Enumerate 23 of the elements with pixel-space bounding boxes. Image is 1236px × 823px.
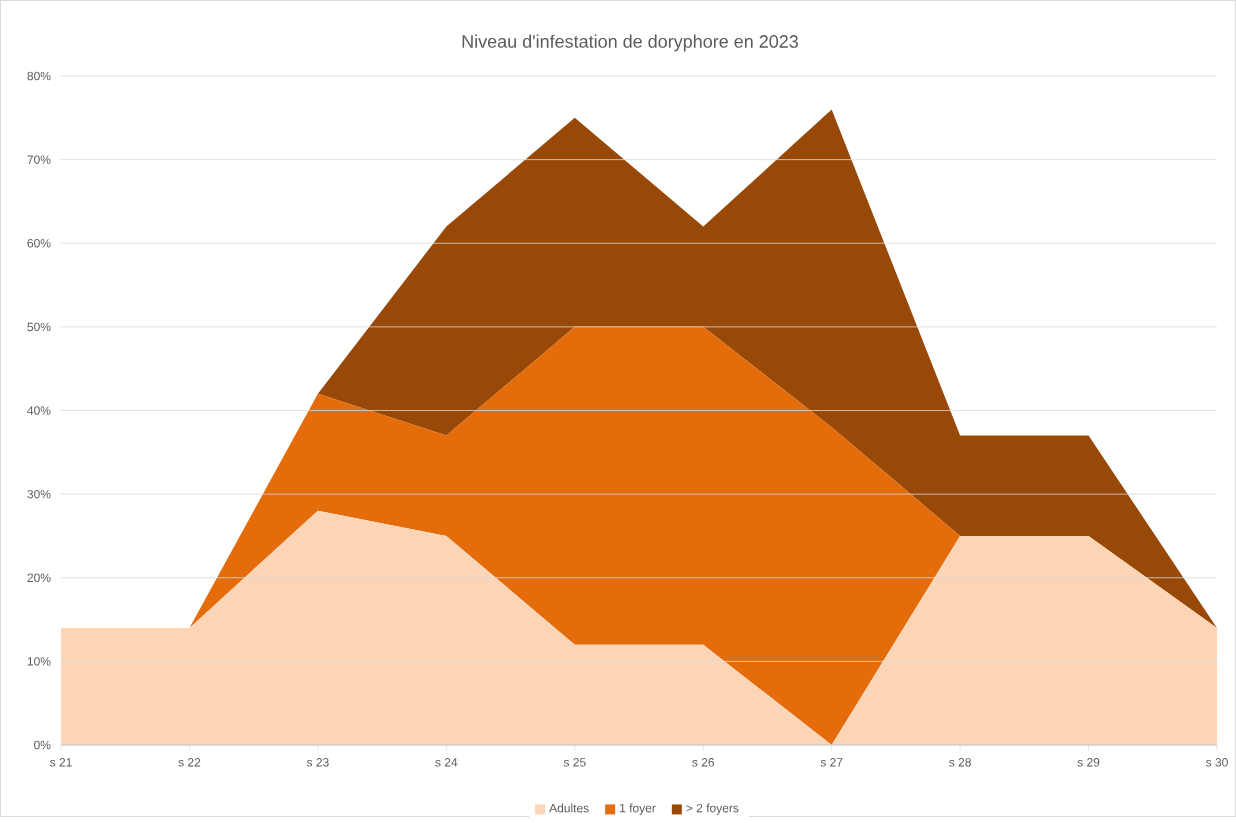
y-tick-label: 50% <box>27 322 51 332</box>
x-tick-label: s 23 <box>306 757 329 767</box>
legend-label: Adultes <box>549 803 589 813</box>
legend-label: > 2 foyers <box>686 803 739 815</box>
y-tick-label: 10% <box>27 657 51 666</box>
x-tick-label: s 21 <box>50 757 72 767</box>
y-tick-label: 0% <box>34 740 51 750</box>
y-tick-label: 20% <box>27 573 51 582</box>
x-tick-label: s 24 <box>435 757 458 767</box>
x-tick-label: s 25 <box>563 757 586 767</box>
x-tick-label: s 26 <box>692 757 715 767</box>
y-tick-label: 30% <box>27 489 51 499</box>
x-tick-label: s 29 <box>1077 757 1100 767</box>
y-tick-label: 60% <box>27 238 51 248</box>
x-tick-label: s 30 <box>1205 757 1228 767</box>
y-tick-label: 80% <box>27 71 51 81</box>
x-tick-label: s 27 <box>820 757 843 767</box>
legend-label: 1 foyer <box>620 803 656 815</box>
chart-title: Niveau d'infestation de doryphore en 2023 <box>462 34 798 52</box>
x-tick-label: s 22 <box>178 757 201 767</box>
x-tick-label: s 28 <box>949 757 971 767</box>
y-tick-label: 70% <box>27 155 51 164</box>
y-tick-label: 40% <box>27 406 51 415</box>
